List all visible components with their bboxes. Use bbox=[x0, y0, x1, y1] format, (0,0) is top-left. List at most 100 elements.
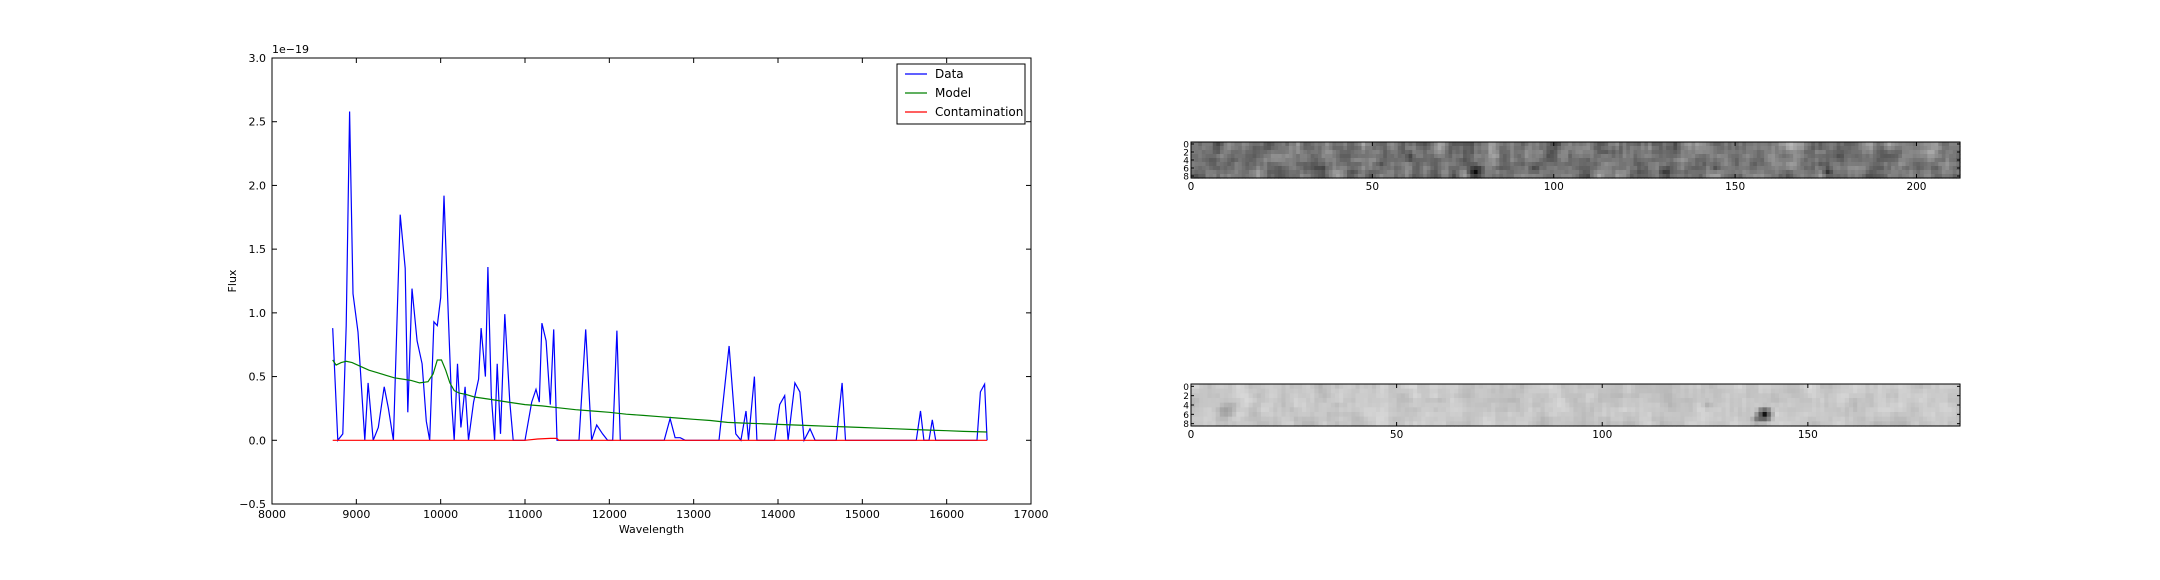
image-pixel bbox=[1833, 150, 1838, 155]
image-pixel bbox=[1816, 388, 1821, 394]
image-pixel bbox=[1854, 170, 1860, 175]
image-pixel bbox=[1680, 142, 1685, 147]
image-pixel bbox=[1906, 398, 1912, 404]
image-pixel bbox=[1610, 393, 1616, 399]
image-pixel bbox=[1361, 166, 1366, 171]
image-pixel bbox=[1426, 150, 1432, 155]
image-pixel bbox=[1844, 407, 1850, 413]
image-pixel bbox=[1581, 384, 1587, 390]
image-pixel bbox=[1847, 166, 1852, 171]
image-pixel bbox=[1922, 388, 1928, 394]
image-pixel bbox=[1191, 162, 1196, 167]
image-pixel bbox=[1274, 166, 1279, 171]
image-pixel bbox=[1223, 421, 1229, 427]
image-pixel bbox=[1458, 412, 1464, 418]
image-pixel bbox=[1629, 166, 1635, 171]
image-pixel bbox=[1655, 154, 1660, 159]
image-pixel bbox=[1731, 158, 1736, 163]
image-pixel bbox=[1930, 158, 1936, 163]
image-pixel bbox=[1851, 154, 1856, 159]
image-pixel bbox=[1542, 146, 1548, 151]
image-pixel bbox=[1851, 174, 1856, 179]
image-pixel bbox=[1367, 388, 1373, 394]
image-pixel bbox=[1795, 412, 1801, 418]
image-pixel bbox=[1297, 421, 1303, 427]
image-pixel bbox=[1408, 150, 1413, 155]
image-pixel bbox=[1278, 146, 1283, 151]
image-pixel bbox=[1782, 154, 1787, 159]
image-pixel bbox=[1573, 393, 1579, 399]
image-pixel bbox=[1502, 150, 1508, 155]
x-tick-label: 8000 bbox=[258, 508, 286, 521]
image-pixel bbox=[1536, 393, 1542, 399]
image-pixel bbox=[1691, 158, 1696, 163]
image-pixel bbox=[1212, 146, 1217, 151]
image-pixel bbox=[1528, 407, 1533, 413]
image-pixel bbox=[1199, 384, 1204, 390]
image-pixel bbox=[1515, 388, 1521, 394]
image-pixel bbox=[1807, 142, 1812, 147]
image-pixel bbox=[1883, 154, 1889, 159]
image-pixel bbox=[1513, 170, 1519, 175]
image-pixel bbox=[1220, 150, 1225, 155]
image-pixel bbox=[1724, 154, 1729, 159]
image-pixel bbox=[1379, 146, 1384, 151]
image-pixel bbox=[1561, 421, 1566, 427]
image-pixel bbox=[1499, 402, 1505, 408]
image-pixel bbox=[1437, 174, 1442, 179]
image-pixel bbox=[1487, 421, 1492, 427]
image-pixel bbox=[1631, 416, 1636, 422]
image-pixel bbox=[1568, 142, 1573, 147]
image-pixel bbox=[1232, 384, 1237, 390]
image-pixel bbox=[1861, 393, 1867, 399]
image-pixel bbox=[1822, 146, 1827, 151]
image-pixel bbox=[1347, 407, 1352, 413]
image-pixel bbox=[1499, 412, 1505, 418]
image-pixel bbox=[1478, 402, 1484, 408]
image-pixel bbox=[1590, 146, 1595, 151]
image-pixel bbox=[1230, 170, 1236, 175]
image-pixel bbox=[1564, 142, 1569, 147]
image-pixel bbox=[1725, 402, 1731, 408]
image-pixel bbox=[1952, 158, 1957, 163]
image-pixel bbox=[1894, 388, 1899, 394]
image-pixel bbox=[1672, 412, 1677, 418]
image-pixel bbox=[1238, 174, 1243, 179]
image-pixel bbox=[1350, 150, 1355, 155]
image-pixel bbox=[1281, 398, 1287, 404]
image-pixel bbox=[1785, 174, 1791, 179]
image-pixel bbox=[1655, 416, 1661, 422]
image-pixel bbox=[1832, 393, 1838, 399]
image-pixel bbox=[1789, 150, 1794, 155]
image-pixel bbox=[1215, 412, 1221, 418]
image-pixel bbox=[1531, 162, 1537, 167]
image-pixel bbox=[1754, 416, 1760, 422]
image-pixel bbox=[1241, 146, 1247, 151]
image-pixel bbox=[1277, 388, 1283, 394]
image-pixel bbox=[1450, 416, 1455, 422]
image-pixel bbox=[1782, 166, 1787, 171]
image-pixel bbox=[1746, 398, 1751, 404]
image-pixel bbox=[1787, 416, 1792, 422]
image-pixel bbox=[1303, 166, 1308, 171]
image-pixel bbox=[1502, 162, 1508, 167]
image-pixel bbox=[1796, 154, 1801, 159]
image-pixel bbox=[1296, 146, 1301, 151]
image-pixel bbox=[1363, 402, 1369, 408]
image-pixel bbox=[1737, 407, 1743, 413]
image-pixel bbox=[1738, 142, 1743, 147]
image-pixel bbox=[1644, 170, 1649, 175]
image-pixel bbox=[1401, 158, 1406, 163]
image-pixel bbox=[1292, 142, 1297, 147]
image-pixel bbox=[1644, 154, 1649, 159]
image-pixel bbox=[1288, 154, 1294, 159]
image-pixel bbox=[1265, 412, 1270, 418]
image-pixel bbox=[1687, 174, 1693, 179]
image-pixel bbox=[1585, 402, 1591, 408]
image-pixel bbox=[1322, 407, 1328, 413]
image-pixel bbox=[1782, 146, 1787, 151]
image-pixel bbox=[1314, 150, 1319, 155]
image-pixel bbox=[1550, 174, 1555, 179]
image-pixel bbox=[1622, 416, 1628, 422]
